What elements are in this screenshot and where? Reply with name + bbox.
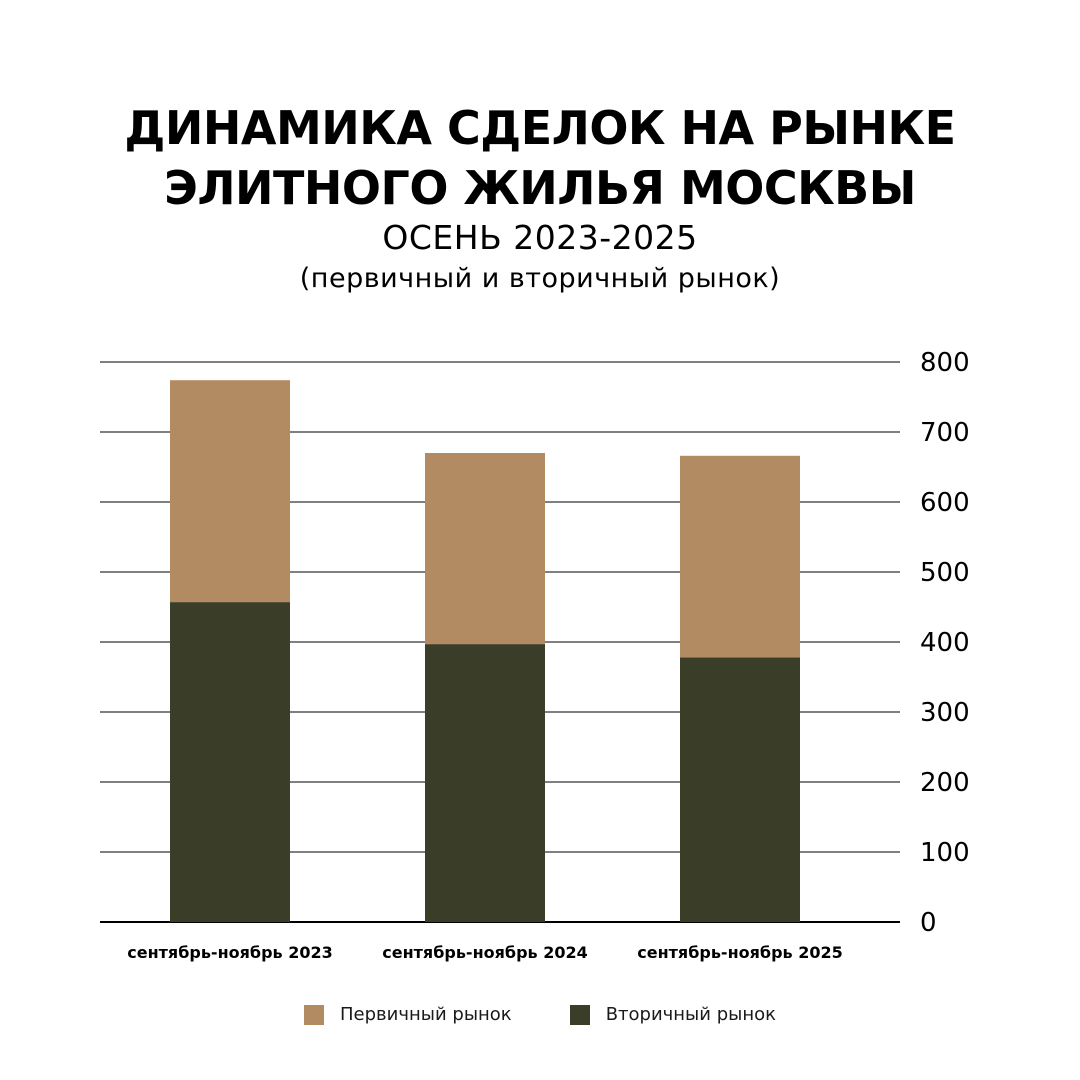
bars <box>170 380 800 922</box>
legend: Первичный рынок Вторичный рынок <box>0 1004 1080 1025</box>
chart-title-line-2: ЭЛИТНОГО ЖИЛЬЯ МОСКВЫ <box>164 161 916 215</box>
legend-swatch-primary <box>304 1004 325 1025</box>
y-tick-label-400: 400 <box>920 628 970 658</box>
bar-secondary-2 <box>680 657 800 922</box>
y-axis-ticks: 0 100 200 300 400 500 600 700 800 <box>920 348 970 938</box>
chart-title-line-1: ДИНАМИКА СДЕЛОК НА РЫНКЕ <box>124 101 956 155</box>
y-tick-label-100: 100 <box>920 838 970 868</box>
bar-primary-1 <box>425 453 545 645</box>
legend-swatch-secondary <box>569 1004 590 1025</box>
legend-item-primary: Первичный рынок <box>304 1004 512 1025</box>
x-axis-categories: сентябрь-ноябрь 2023 сентябрь-ноябрь 2024… <box>127 943 842 962</box>
y-tick-label-300: 300 <box>920 698 970 728</box>
y-tick-label-700: 700 <box>920 418 970 448</box>
y-tick-label-0: 0 <box>920 908 937 938</box>
bar-secondary-0 <box>170 602 290 922</box>
y-tick-label-500: 500 <box>920 558 970 588</box>
bar-secondary-1 <box>425 644 545 922</box>
x-category-label-1: сентябрь-ноябрь 2024 <box>382 943 587 962</box>
y-tick-label-600: 600 <box>920 488 970 518</box>
y-tick-label-800: 800 <box>920 348 970 378</box>
chart-subtitle: ОСЕНЬ 2023-2025 <box>382 218 698 257</box>
y-tick-label-200: 200 <box>920 768 970 798</box>
chart-subtitle-secondary: (первичный и вторичный рынок) <box>299 263 781 294</box>
chart-title: ДИНАМИКА СДЕЛОК НА РЫНКЕ ЭЛИТНОГО ЖИЛЬЯ … <box>0 98 1080 218</box>
legend-label-primary: Первичный рынок <box>340 1004 512 1025</box>
x-category-label-2: сентябрь-ноябрь 2025 <box>637 943 842 962</box>
legend-item-secondary: Вторичный рынок <box>569 1004 776 1025</box>
bar-primary-2 <box>680 455 800 658</box>
bar-primary-0 <box>170 380 290 603</box>
x-category-label-0: сентябрь-ноябрь 2023 <box>127 943 332 962</box>
legend-label-secondary: Вторичный рынок <box>605 1004 776 1025</box>
